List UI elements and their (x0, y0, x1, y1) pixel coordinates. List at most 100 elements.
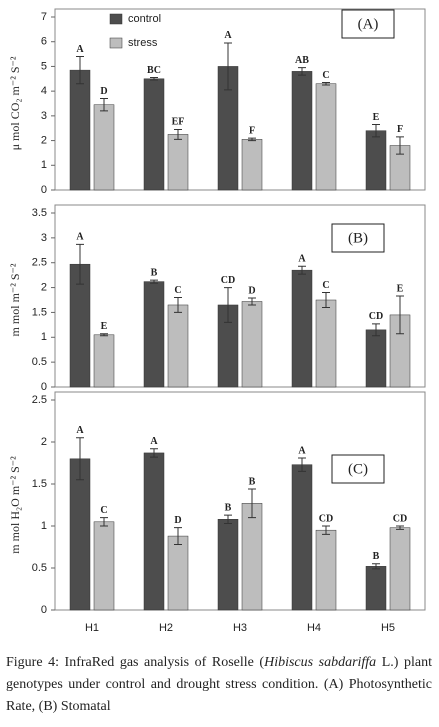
significance-letter: CD (319, 513, 333, 524)
y-axis-label: m mol m⁻² S⁻² (8, 263, 22, 336)
panel-label-box (331, 223, 385, 253)
bar (241, 503, 263, 611)
panel-label-box (331, 454, 385, 484)
y-tick-label: 3.5 (32, 207, 47, 219)
bar (143, 452, 165, 611)
panel-label: (B) (348, 230, 368, 246)
error-bar (224, 287, 232, 323)
bar (291, 269, 313, 388)
error-bar (298, 457, 306, 472)
significance-letter: F (397, 124, 403, 135)
y-tick-label: 1 (41, 331, 47, 343)
y-tick-label: 0 (41, 381, 47, 393)
bar (389, 527, 411, 611)
significance-letter: D (174, 515, 181, 526)
y-tick-label: 2 (41, 134, 47, 146)
error-bar (372, 124, 380, 138)
caption-text: L.) plant genotypes under control and dr… (6, 655, 432, 714)
significance-letter: A (224, 30, 232, 41)
error-bar (100, 98, 108, 112)
bar (315, 299, 337, 388)
legend-label: control (128, 13, 161, 25)
y-tick-label: 1 (41, 159, 47, 171)
error-bar (76, 437, 84, 481)
error-bar (248, 137, 256, 142)
bar (365, 329, 387, 388)
bar (69, 69, 91, 191)
x-tick-label: H1 (85, 622, 99, 634)
y-tick-label: 5 (41, 60, 47, 72)
error-bar (248, 488, 256, 519)
panel-label: (A) (358, 16, 379, 32)
y-tick-label: 7 (41, 11, 47, 23)
significance-letter: F (249, 125, 255, 136)
significance-letter: A (298, 445, 306, 456)
y-tick-label: 2.5 (32, 394, 47, 406)
y-axis-label: μ mol CO₂ m⁻² S⁻² (8, 56, 22, 150)
plot-frame (54, 204, 426, 388)
y-tick-label: 2 (41, 281, 47, 293)
y-tick-label: 2 (41, 436, 47, 448)
y-axis-label: m mol H₂O m⁻² S⁻² (8, 456, 22, 554)
significance-letter: C (100, 505, 107, 516)
y-tick-label: 1.5 (32, 478, 47, 490)
error-bar (174, 128, 182, 140)
y-tick-label: 0 (41, 604, 47, 616)
significance-letter: C (174, 285, 181, 296)
significance-letter: A (76, 44, 84, 55)
plot-frame (54, 8, 426, 191)
error-bar (224, 42, 232, 91)
y-tick-label: 0.5 (32, 562, 47, 574)
significance-letter: D (100, 86, 107, 97)
error-bar (76, 243, 84, 285)
significance-letter: CD (221, 275, 235, 286)
error-bar (76, 56, 84, 85)
legend-label: stress (128, 37, 158, 49)
bar (93, 521, 115, 611)
caption-italic: Hibiscus sabdariffa (264, 655, 377, 670)
error-bar (100, 517, 108, 527)
panel-label-box (341, 9, 395, 39)
y-tick-label: 2.5 (32, 257, 47, 269)
bar (143, 281, 165, 388)
y-tick-label: 1 (41, 520, 47, 532)
bar (69, 458, 91, 611)
y-tick-label: 3 (41, 110, 47, 122)
significance-letter: A (76, 232, 84, 243)
significance-letter: A (150, 436, 158, 447)
bar (365, 130, 387, 191)
significance-letter: CD (393, 513, 407, 524)
bar (93, 334, 115, 388)
y-tick-label: 0.5 (32, 356, 47, 368)
significance-letter: D (248, 285, 255, 296)
significance-letter: C (322, 70, 329, 81)
error-bar (298, 67, 306, 76)
error-bar (298, 265, 306, 275)
significance-letter: B (373, 551, 380, 562)
error-bar (396, 136, 404, 155)
error-bar (150, 448, 158, 458)
bar (93, 104, 115, 191)
error-bar (150, 77, 158, 81)
legend-swatch (109, 37, 123, 49)
error-bar (100, 333, 108, 337)
bar (167, 535, 189, 611)
caption-text: Figure 4: InfraRed gas analysis of Rosel… (6, 655, 265, 670)
bar (365, 566, 387, 611)
significance-letter: A (298, 253, 306, 264)
error-bar (174, 297, 182, 313)
significance-letter: C (322, 280, 329, 291)
error-bar (322, 525, 330, 535)
y-tick-label: 3 (41, 232, 47, 244)
y-tick-label: 4 (41, 85, 47, 97)
error-bar (224, 514, 232, 524)
error-bar (322, 81, 330, 86)
y-tick-label: 6 (41, 36, 47, 48)
plot-frame (54, 391, 426, 611)
bar (217, 519, 239, 611)
significance-letter: CD (369, 311, 383, 322)
significance-letter: E (397, 283, 404, 294)
x-tick-label: H4 (307, 622, 321, 634)
bar (291, 71, 313, 191)
